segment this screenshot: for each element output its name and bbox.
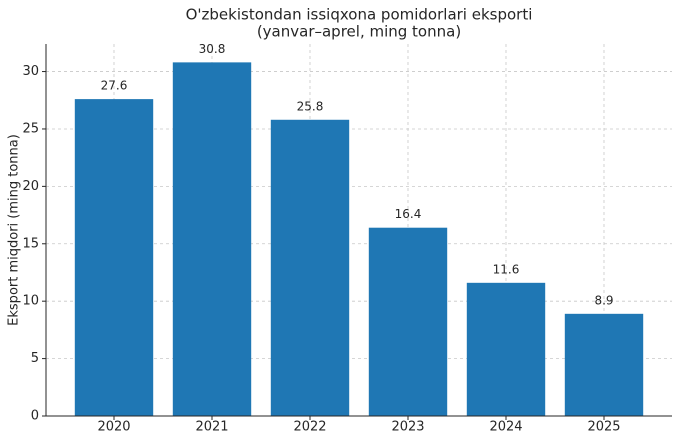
bar — [564, 313, 644, 416]
bar — [466, 282, 546, 416]
x-tick-label: 2023 — [391, 420, 424, 435]
x-tick-label: 2021 — [195, 420, 228, 435]
x-tick-label: 2020 — [97, 420, 130, 435]
y-tick-label: 25 — [22, 121, 39, 136]
y-tick-label: 30 — [22, 64, 39, 79]
bar — [270, 119, 350, 417]
value-label: 25.8 — [297, 99, 324, 113]
value-label: 27.6 — [101, 79, 128, 93]
chart-subtitle: (yanvar–aprel, ming tonna) — [257, 23, 461, 41]
y-tick-label: 5 — [31, 351, 39, 366]
value-label: 8.9 — [594, 293, 613, 307]
bar — [368, 227, 448, 416]
x-tick-label: 2024 — [489, 420, 522, 435]
y-axis-label: Eksport miqdori (ming tonna) — [7, 134, 22, 326]
y-tick-label: 20 — [22, 179, 39, 194]
value-label: 30.8 — [199, 42, 226, 56]
value-label: 11.6 — [493, 262, 520, 276]
y-tick-label: 10 — [22, 294, 39, 309]
x-tick-label: 2022 — [293, 420, 326, 435]
bar — [74, 99, 154, 416]
x-tick-label: 2025 — [587, 420, 620, 435]
value-label: 16.4 — [395, 207, 422, 221]
chart-title: O'zbekistondan issiqxona pomidorlari eks… — [186, 6, 533, 24]
bar — [172, 62, 252, 417]
y-tick-label: 0 — [31, 409, 39, 424]
y-tick-label: 15 — [22, 236, 39, 251]
